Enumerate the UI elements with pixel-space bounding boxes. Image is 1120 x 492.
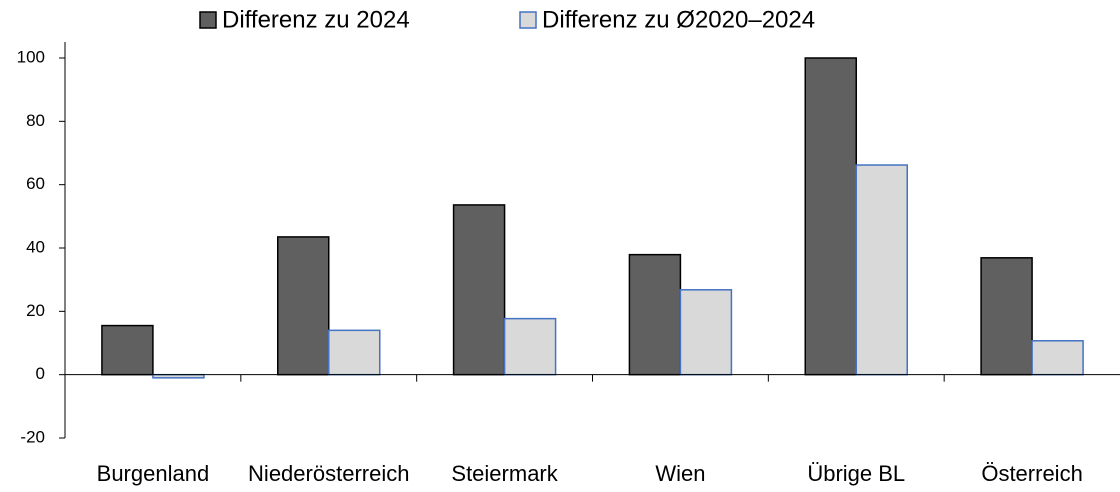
legend-label: Differenz zu 2024 — [222, 6, 410, 33]
bar — [101, 324, 154, 376]
bar — [804, 57, 857, 376]
legend-label: Differenz zu Ø2020–2024 — [542, 6, 815, 33]
x-tick-label: Burgenland — [97, 461, 210, 486]
y-tick-label: 40 — [26, 237, 45, 256]
bar — [679, 289, 733, 376]
x-tick-label: Niederösterreich — [248, 461, 409, 486]
y-tick-label: 100 — [17, 47, 45, 66]
x-tick-label: Österreich — [981, 461, 1082, 486]
bar — [980, 257, 1033, 376]
legend-swatch — [519, 11, 537, 29]
bar — [328, 329, 381, 376]
bar — [277, 236, 330, 376]
x-tick-label: Übrige BL — [807, 461, 905, 486]
x-tick-label: Wien — [655, 461, 705, 486]
bar — [1031, 340, 1084, 376]
bar — [855, 164, 908, 376]
y-tick-label: 60 — [26, 174, 45, 193]
legend-swatch — [199, 11, 217, 29]
bar — [628, 253, 682, 376]
bar — [452, 204, 506, 376]
y-tick-label: 80 — [26, 111, 45, 130]
x-tick-label: Steiermark — [451, 461, 558, 486]
y-tick-label: 0 — [36, 364, 45, 383]
y-tick-label: -20 — [20, 427, 45, 446]
y-tick-label: 20 — [26, 301, 45, 320]
bar — [503, 317, 557, 376]
